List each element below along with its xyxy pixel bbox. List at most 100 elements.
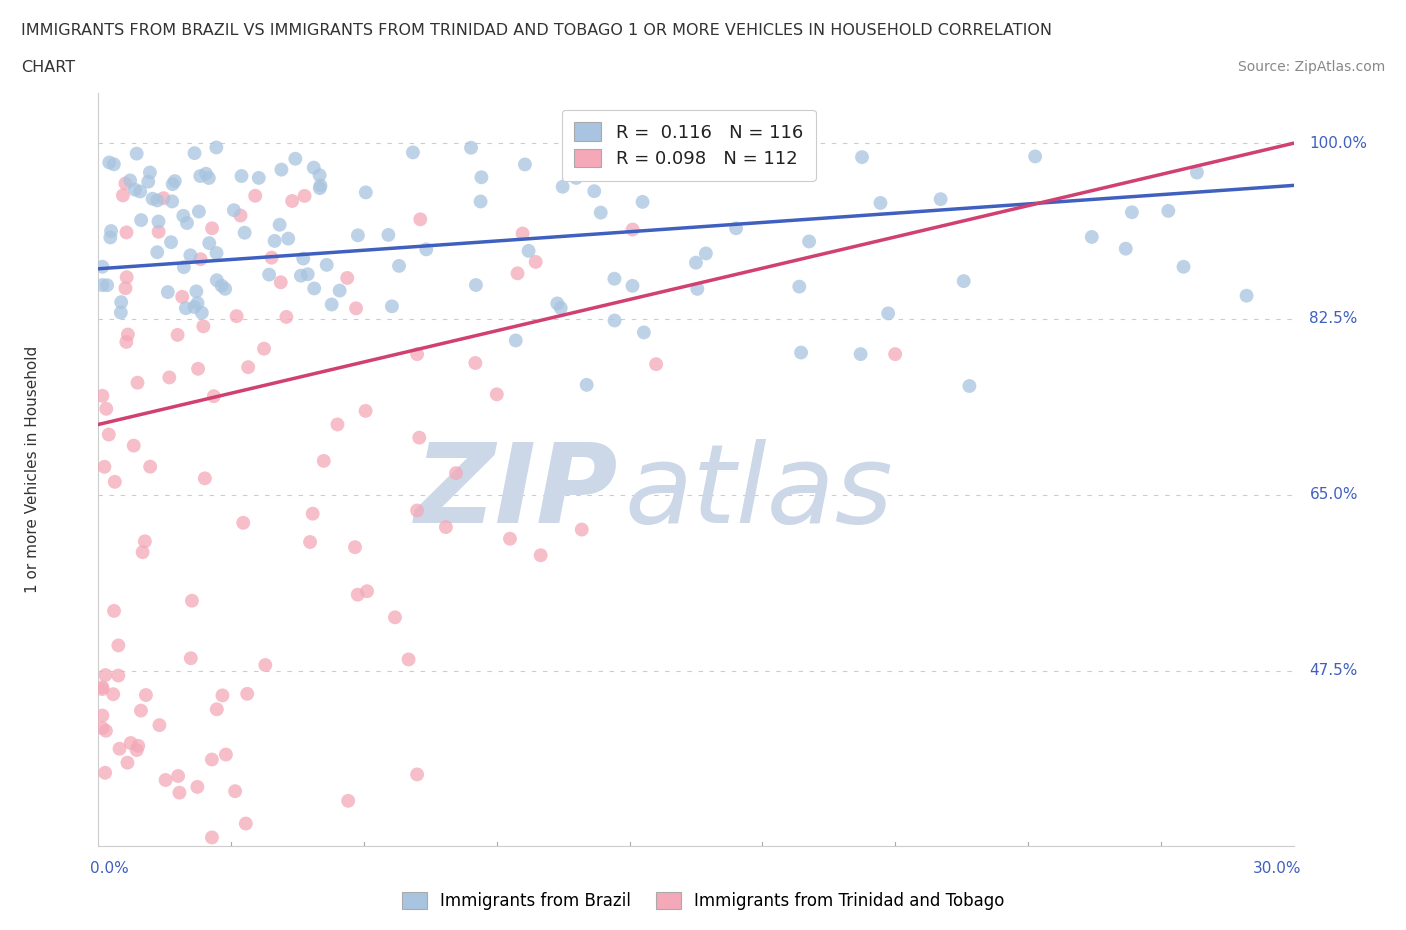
Point [381, 299, 404, 313]
Point [103, 604, 125, 618]
Point [222, 203, 245, 218]
Point [111, 188, 134, 203]
Point [93, 459, 115, 474]
Point [91, 680, 114, 695]
Point [245, 188, 267, 203]
Point [205, 272, 228, 287]
Point [685, 255, 707, 270]
Point [117, 327, 139, 342]
Point [134, 534, 156, 549]
Text: ZIP: ZIP [415, 439, 619, 546]
Point [120, 173, 142, 188]
Point [107, 638, 129, 653]
Point [201, 830, 224, 844]
Point [299, 535, 322, 550]
Point [187, 362, 209, 377]
Point [384, 610, 406, 625]
Point [277, 232, 299, 246]
Point [139, 165, 162, 179]
Point [1173, 259, 1195, 274]
Point [270, 162, 292, 177]
Text: 82.5%: 82.5% [1309, 312, 1358, 326]
Point [180, 651, 202, 666]
Point [122, 438, 145, 453]
Text: Source: ZipAtlas.com: Source: ZipAtlas.com [1237, 60, 1385, 74]
Point [546, 296, 568, 311]
Point [225, 309, 247, 324]
Point [155, 773, 177, 788]
Point [174, 300, 197, 315]
Point [202, 389, 225, 404]
Point [388, 259, 411, 273]
Point [148, 214, 170, 229]
Point [129, 703, 152, 718]
Point [686, 282, 709, 297]
Point [107, 668, 129, 683]
Point [108, 741, 131, 756]
Point [201, 752, 224, 767]
Point [434, 520, 457, 535]
Point [160, 234, 183, 249]
Point [512, 226, 534, 241]
Point [224, 784, 246, 799]
Point [849, 347, 872, 362]
Point [787, 279, 810, 294]
Point [163, 174, 186, 189]
Point [513, 157, 536, 172]
Point [94, 765, 117, 780]
Point [485, 387, 508, 402]
Point [188, 168, 211, 183]
Text: CHART: CHART [21, 60, 75, 75]
Point [785, 143, 807, 158]
Point [131, 545, 153, 560]
Point [172, 289, 194, 304]
Point [91, 278, 114, 293]
Point [167, 768, 190, 783]
Point [402, 145, 425, 160]
Point [1115, 241, 1137, 256]
Point [96, 278, 118, 293]
Point [162, 177, 184, 192]
Point [406, 503, 429, 518]
Point [201, 220, 224, 235]
Point [308, 180, 330, 195]
Point [464, 355, 486, 370]
Point [530, 548, 553, 563]
Point [157, 370, 180, 385]
Point [115, 225, 138, 240]
Point [176, 216, 198, 231]
Point [114, 176, 136, 191]
Point [127, 376, 149, 391]
Point [110, 295, 132, 310]
Point [294, 189, 316, 204]
Point [884, 347, 907, 362]
Point [633, 325, 655, 339]
Point [725, 220, 748, 235]
Point [120, 736, 142, 751]
Point [263, 233, 285, 248]
Point [236, 686, 259, 701]
Point [211, 278, 233, 293]
Point [292, 251, 315, 266]
Point [415, 242, 437, 257]
Text: 30.0%: 30.0% [1253, 861, 1302, 876]
Point [103, 157, 125, 172]
Point [187, 204, 209, 219]
Point [346, 587, 368, 602]
Point [124, 182, 146, 197]
Point [695, 246, 717, 261]
Point [645, 357, 668, 372]
Point [603, 313, 626, 328]
Point [257, 267, 280, 282]
Point [952, 273, 974, 288]
Point [146, 245, 169, 259]
Point [139, 459, 162, 474]
Text: 0.0%: 0.0% [90, 861, 129, 876]
Point [550, 300, 572, 315]
Point [156, 285, 179, 299]
Point [253, 341, 276, 356]
Point [302, 160, 325, 175]
Point [91, 682, 114, 697]
Point [194, 471, 217, 485]
Point [233, 225, 256, 240]
